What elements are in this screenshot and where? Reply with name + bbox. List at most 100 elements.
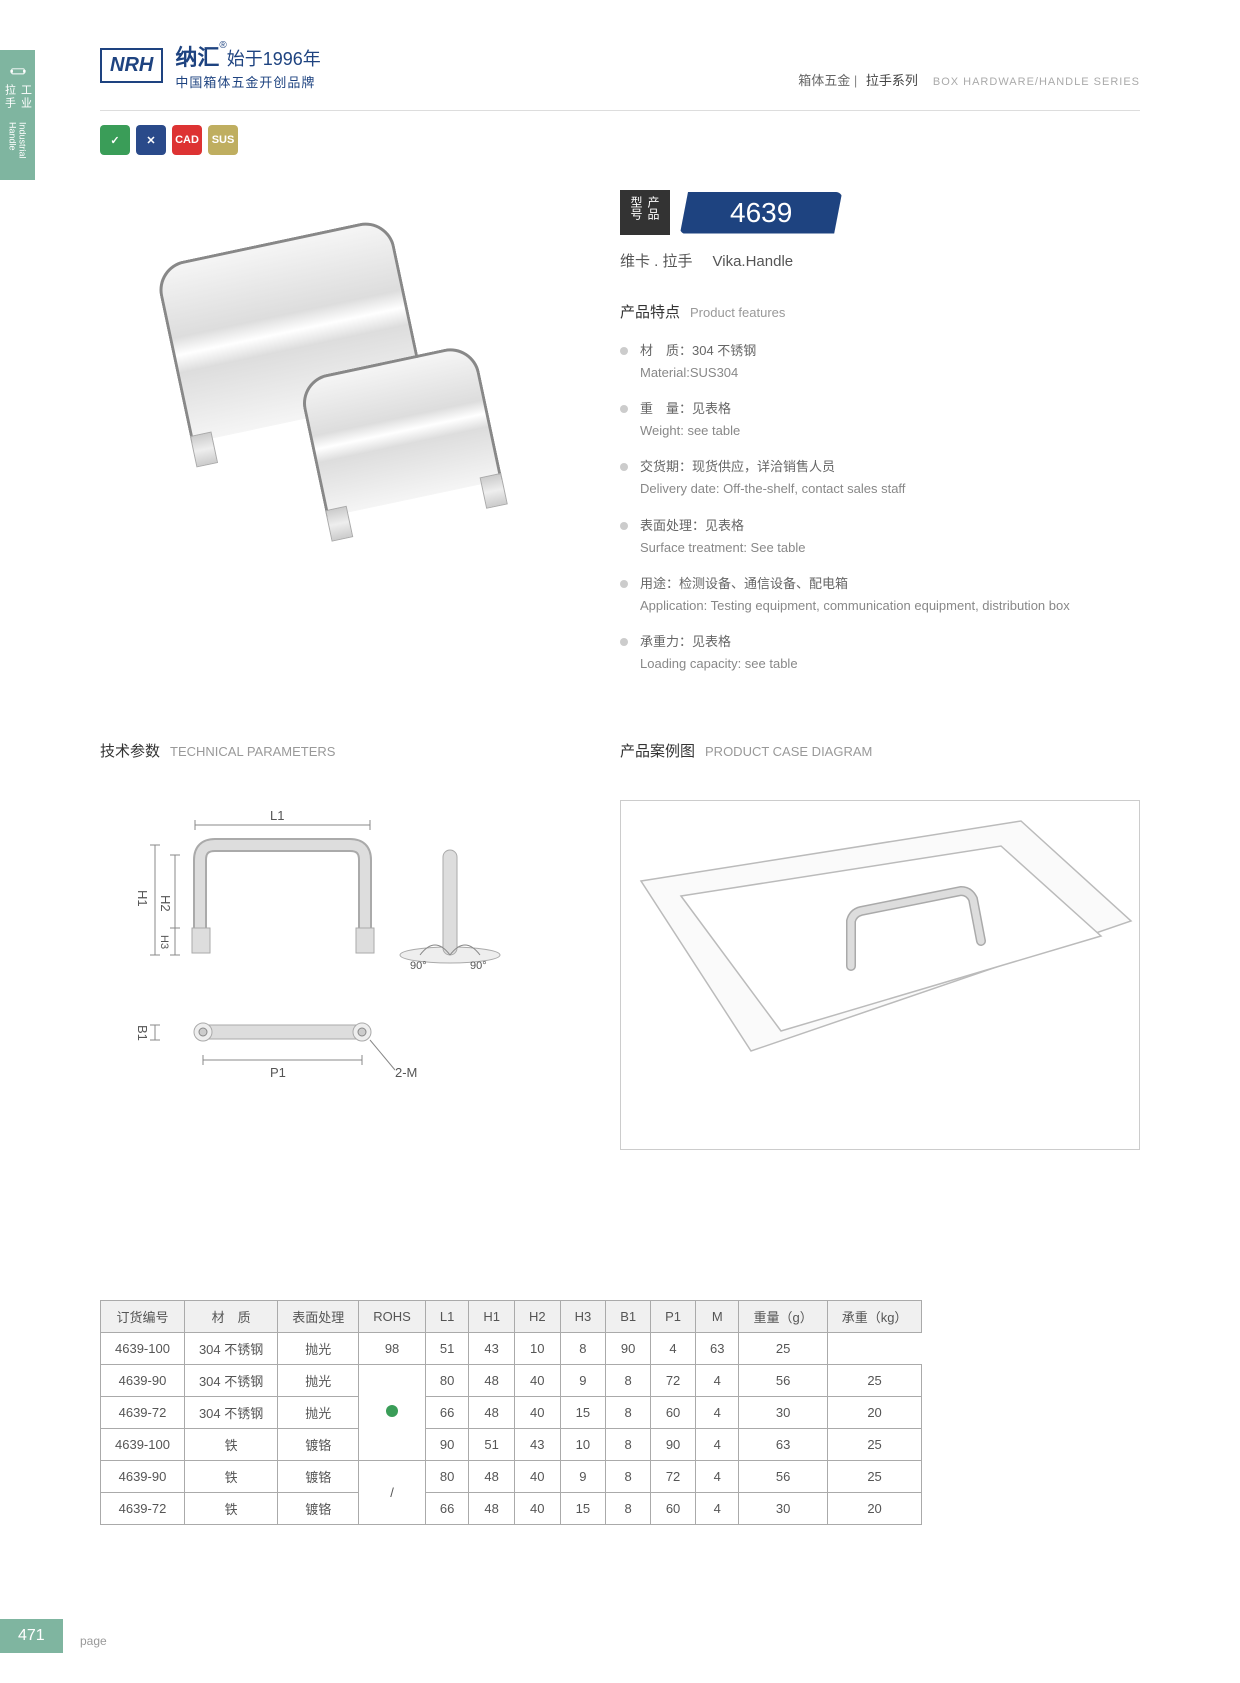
- model-label: 产品型号: [620, 190, 670, 235]
- divider: [100, 110, 1140, 111]
- table-cell: 镀铬: [278, 1493, 359, 1525]
- page-number: 471: [0, 1619, 63, 1653]
- handle-icon: [6, 65, 30, 76]
- table-header: M: [696, 1301, 739, 1333]
- table-cell: 8: [606, 1365, 651, 1397]
- table-cell: 48: [469, 1493, 515, 1525]
- badge-1: ✓: [100, 125, 130, 155]
- table-cell: 90: [425, 1429, 468, 1461]
- case-diagram: [620, 800, 1140, 1150]
- table-cell: 304 不锈钢: [184, 1365, 277, 1397]
- table-cell: 43: [469, 1333, 515, 1365]
- logo-text: 纳汇®始于1996年 中国箱体五金开创品牌: [175, 40, 320, 91]
- features-title: 产品特点Product features: [620, 301, 1140, 322]
- table-cell: 25: [739, 1333, 827, 1365]
- table-cell: 铁: [184, 1429, 277, 1461]
- table-cell: 4639-72: [101, 1493, 185, 1525]
- feature-item: 材 质：304 不锈钢Material:SUS304: [620, 340, 1140, 384]
- logo-sub: 中国箱体五金开创品牌: [175, 72, 320, 91]
- model-name: 维卡 . 拉手Vika.Handle: [620, 250, 1140, 271]
- bullet-icon: [620, 463, 628, 471]
- table-cell: 20: [827, 1397, 922, 1429]
- table-cell: /: [359, 1461, 426, 1525]
- table-header: H2: [514, 1301, 560, 1333]
- table-cell: 48: [469, 1365, 515, 1397]
- table-cell: 30: [739, 1493, 827, 1525]
- dim-a1: 90°: [410, 960, 427, 972]
- hr-cn1: 箱体五金: [798, 73, 850, 88]
- page-label: page: [80, 1634, 107, 1648]
- table-cell: 4: [696, 1493, 739, 1525]
- table-header: H3: [560, 1301, 606, 1333]
- table-cell: 4: [696, 1461, 739, 1493]
- side-tab-cn: 工业拉手: [2, 84, 34, 117]
- feature-item: 表面处理：见表格Surface treatment: See table: [620, 515, 1140, 559]
- table-cell: 抛光: [278, 1365, 359, 1397]
- table-cell: 9: [560, 1365, 606, 1397]
- table-cell: 8: [606, 1461, 651, 1493]
- table-cell: 20: [827, 1493, 922, 1525]
- table-row: 4639-72铁镀铬6648401586043020: [101, 1493, 922, 1525]
- table-cell: 51: [469, 1429, 515, 1461]
- table-row: 4639-100304 不锈钢抛光9851431089046325: [101, 1333, 922, 1365]
- table-cell: 30: [739, 1397, 827, 1429]
- table-header: L1: [425, 1301, 468, 1333]
- table-header: 表面处理: [278, 1301, 359, 1333]
- tech-diagram: L1 H1 H2 H3 90° 90° B1 P1 2-M: [100, 800, 540, 1150]
- table-cell: 72: [651, 1461, 696, 1493]
- logo: NRH: [100, 48, 163, 83]
- table-cell: 51: [425, 1333, 468, 1365]
- table-cell: 15: [560, 1493, 606, 1525]
- table-cell: 10: [560, 1429, 606, 1461]
- table-cell: 56: [739, 1461, 827, 1493]
- bullet-icon: [620, 347, 628, 355]
- table-cell: 抛光: [278, 1397, 359, 1429]
- table-cell: 4639-100: [101, 1333, 185, 1365]
- table-cell: 25: [827, 1429, 922, 1461]
- table-cell: 40: [514, 1493, 560, 1525]
- hr-en: BOX HARDWARE/HANDLE SERIES: [933, 76, 1140, 88]
- table-cell: 98: [359, 1333, 426, 1365]
- table-cell: 8: [606, 1397, 651, 1429]
- table-cell: 4639-100: [101, 1429, 185, 1461]
- table-cell: 90: [606, 1333, 651, 1365]
- table-cell: 4639-90: [101, 1365, 185, 1397]
- feature-item: 用途：检测设备、通信设备、配电箱Application: Testing equ…: [620, 573, 1140, 617]
- table-cell: 60: [651, 1397, 696, 1429]
- table-cell: 48: [469, 1461, 515, 1493]
- table-cell: 4: [696, 1365, 739, 1397]
- header: NRH 纳汇®始于1996年 中国箱体五金开创品牌: [100, 40, 321, 91]
- bullet-icon: [620, 522, 628, 530]
- badge-4: SUS: [208, 125, 238, 155]
- table-cell: [359, 1365, 426, 1461]
- features-list: 材 质：304 不锈钢Material:SUS304重 量：见表格Weight:…: [620, 340, 1140, 675]
- table-cell: 4: [651, 1333, 696, 1365]
- hr-cn2: 拉手系列: [866, 73, 918, 88]
- table-row: 4639-72304 不锈钢抛光6648401586043020: [101, 1397, 922, 1429]
- table-cell: 9: [560, 1461, 606, 1493]
- table-cell: 80: [425, 1461, 468, 1493]
- badge-3: CAD: [172, 125, 202, 155]
- table-cell: 43: [514, 1429, 560, 1461]
- table-header: 材 质: [184, 1301, 277, 1333]
- bullet-icon: [620, 405, 628, 413]
- table-cell: 72: [651, 1365, 696, 1397]
- bullet-icon: [620, 638, 628, 646]
- table-row: 4639-100铁镀铬9051431089046325: [101, 1429, 922, 1461]
- side-tab: 工业拉手 Industrial Handle: [0, 50, 35, 180]
- dim-H2: H2: [158, 895, 173, 912]
- table-cell: 4639-90: [101, 1461, 185, 1493]
- table-cell: 镀铬: [278, 1429, 359, 1461]
- tech-title: 技术参数TECHNICAL PARAMETERS: [100, 740, 335, 761]
- table-header: H1: [469, 1301, 515, 1333]
- table-cell: 60: [651, 1493, 696, 1525]
- table-cell: 40: [514, 1461, 560, 1493]
- table-header-row: 订货编号材 质表面处理ROHSL1H1H2H3B1P1M重量（g）承重（kg）: [101, 1301, 922, 1333]
- table-cell: 56: [739, 1365, 827, 1397]
- table-body: 4639-100304 不锈钢抛光98514310890463254639-90…: [101, 1333, 922, 1525]
- table-cell: 8: [560, 1333, 606, 1365]
- feature-item: 交货期：现货供应，详洽销售人员Delivery date: Off-the-sh…: [620, 456, 1140, 500]
- dim-P1: P1: [270, 1065, 286, 1080]
- dim-H1: H1: [135, 890, 150, 907]
- table-cell: 25: [827, 1365, 922, 1397]
